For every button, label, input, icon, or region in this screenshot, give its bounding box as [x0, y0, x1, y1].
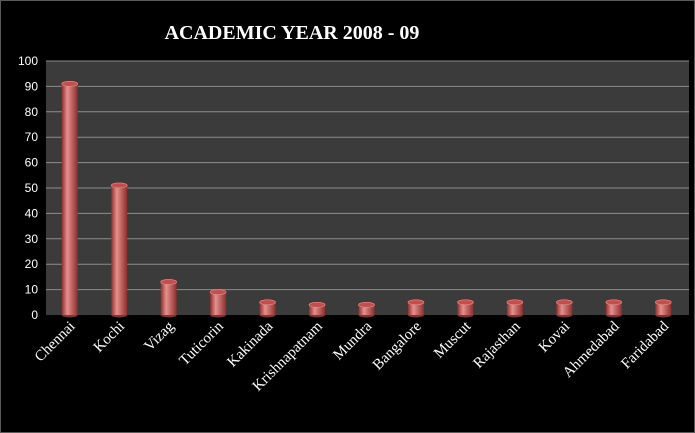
- x-category-label: Muscut: [431, 318, 475, 362]
- x-category-label: Kovai: [536, 319, 573, 356]
- bar: [259, 299, 276, 318]
- bar-body: [506, 302, 523, 315]
- bar: [556, 299, 573, 318]
- bar-body: [61, 83, 78, 315]
- bar: [605, 299, 623, 318]
- bar-top: [556, 299, 573, 306]
- x-category-label: Chennai: [32, 319, 79, 366]
- y-tick-label: 80: [25, 105, 39, 119]
- bar: [358, 302, 375, 318]
- x-category-label: Faridabad: [618, 318, 672, 372]
- bar-body: [111, 185, 128, 315]
- bar-body: [160, 281, 177, 315]
- bars: [61, 81, 672, 318]
- bar: [407, 299, 425, 318]
- bar-top: [110, 182, 128, 189]
- bar-body: [259, 302, 276, 315]
- bar: [209, 289, 227, 318]
- y-tick-label: 70: [25, 130, 39, 144]
- y-tick-label: 90: [25, 79, 39, 93]
- bar-top: [506, 299, 524, 306]
- bar: [61, 81, 79, 318]
- bar: [308, 302, 326, 318]
- bar-top: [259, 299, 276, 306]
- chart-title: ACADEMIC YEAR 2008 - 09: [165, 22, 420, 44]
- bar-body: [358, 304, 375, 315]
- bar-top: [61, 81, 79, 87]
- x-axis-labels: Chennai Kochi Vizag TuticorinKakinadaKrishn…: [32, 318, 673, 395]
- gridlines: [46, 60, 689, 291]
- bar-top: [209, 289, 227, 295]
- y-tick-label: 60: [25, 156, 39, 170]
- bar-body: [210, 292, 227, 315]
- bar: [506, 299, 524, 318]
- bar-top: [308, 302, 326, 308]
- x-category-label: Tuticorin: [177, 318, 228, 369]
- bar: [110, 182, 128, 318]
- y-tick-label: 30: [25, 232, 39, 246]
- y-tick-label: 10: [25, 283, 39, 297]
- bar-top: [407, 299, 425, 306]
- bar-body: [556, 302, 573, 315]
- bar: [457, 299, 474, 318]
- bar: [654, 299, 672, 318]
- y-tick-label: 0: [31, 308, 38, 322]
- bar-body: [605, 302, 622, 315]
- x-category-label: Vizag: [141, 318, 177, 354]
- y-tick-label: 50: [25, 181, 39, 195]
- x-category-label: Kochi: [91, 319, 128, 356]
- x-category-label: Kakinada: [224, 318, 276, 370]
- bar-top: [654, 299, 672, 306]
- bar: [160, 279, 177, 318]
- bar-body: [407, 302, 424, 315]
- x-category-label: Bangalore: [370, 318, 425, 373]
- y-tick-label: 100: [18, 54, 38, 68]
- x-category-label: Rajasthan: [471, 318, 524, 371]
- bar-body: [457, 302, 474, 315]
- bar-body: [655, 302, 672, 315]
- y-tick-label: 40: [25, 206, 39, 220]
- y-axis-ticks: 0 10 20 30 40 50 60 70 80 90 100: [18, 54, 38, 322]
- bar-top: [358, 302, 375, 308]
- bar-top: [457, 299, 474, 306]
- bar-top: [605, 299, 623, 306]
- bar-body: [309, 304, 326, 315]
- bar-top: [160, 279, 177, 285]
- x-category-label: Mundra: [330, 318, 375, 363]
- y-tick-label: 20: [25, 257, 39, 271]
